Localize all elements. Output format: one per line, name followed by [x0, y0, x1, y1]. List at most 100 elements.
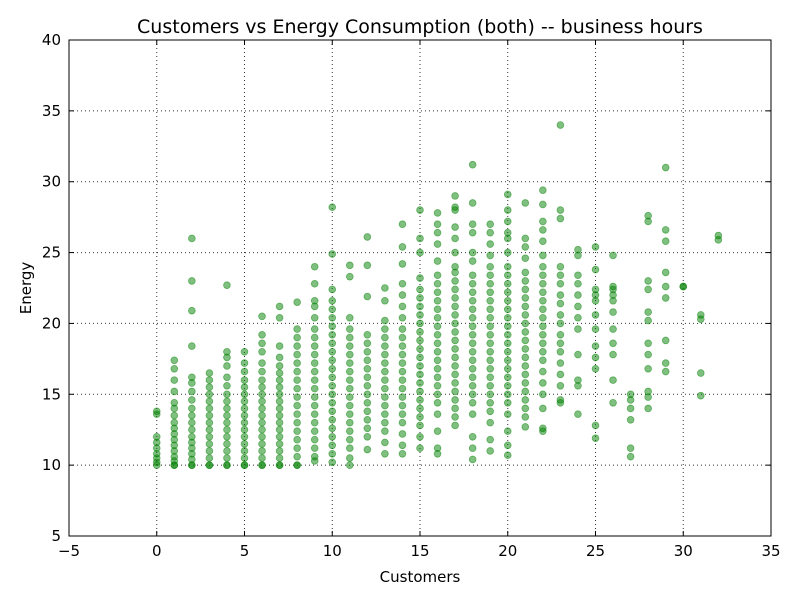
scatter-point	[644, 285, 652, 294]
scatter-point	[591, 265, 600, 274]
scatter-point	[451, 413, 459, 421]
scatter-point	[310, 452, 319, 461]
scatter-point	[205, 440, 214, 448]
scatter-point	[398, 376, 407, 384]
scatter-point	[258, 312, 266, 321]
scatter-point	[240, 376, 249, 384]
scatter-point	[398, 325, 407, 333]
scatter-point	[591, 434, 600, 443]
scatter-point	[644, 277, 652, 285]
scatter-point	[223, 454, 231, 462]
scatter-point	[188, 342, 196, 350]
scatter-point	[345, 384, 354, 393]
scatter-point	[486, 322, 495, 331]
scatter-point	[398, 333, 407, 342]
scatter-point	[521, 268, 530, 277]
scatter-point	[275, 404, 284, 413]
scatter-point	[468, 432, 477, 441]
scatter-point	[416, 234, 424, 243]
scatter-point	[503, 347, 512, 356]
scatter-point	[591, 243, 600, 251]
scatter-point	[345, 342, 354, 350]
scatter-point	[468, 220, 477, 229]
scatter-point	[381, 342, 389, 350]
scatter-point	[416, 248, 424, 257]
scatter-point	[433, 209, 442, 217]
scatter-point	[345, 313, 354, 322]
scatter-point	[521, 396, 530, 404]
scatter-point	[381, 427, 389, 435]
scatter-point	[293, 342, 301, 350]
scatter-point	[521, 254, 530, 263]
scatter-point	[521, 413, 530, 421]
scatter-point	[503, 451, 512, 460]
scatter-point	[275, 342, 284, 350]
scatter-point	[503, 248, 512, 257]
scatter-point	[223, 425, 231, 434]
scatter-point	[574, 313, 582, 322]
scatter-point	[381, 367, 389, 376]
scatter-point	[626, 444, 635, 452]
scatter-point	[381, 384, 389, 393]
scatter-point	[310, 296, 319, 305]
scatter-point	[258, 418, 266, 427]
scatter-point	[591, 421, 600, 430]
scatter-point	[310, 333, 319, 342]
scatter-point	[486, 251, 495, 260]
scatter-point	[644, 308, 652, 316]
scatter-point	[170, 364, 179, 373]
scatter-point	[468, 248, 477, 257]
scatter-point	[398, 342, 407, 350]
scatter-point	[468, 257, 477, 265]
scatter-point	[310, 359, 319, 367]
scatter-point	[644, 404, 652, 413]
scatter-point	[293, 427, 301, 435]
scatter-point	[363, 373, 372, 382]
scatter-point	[644, 387, 652, 396]
scatter-point	[539, 339, 547, 348]
scatter-point	[293, 333, 301, 342]
scatter-point	[398, 302, 407, 311]
scatter-point	[293, 435, 301, 444]
scatter-point	[223, 281, 231, 289]
scatter-point	[345, 359, 354, 367]
scatter-point	[468, 410, 477, 418]
scatter-point	[521, 302, 530, 311]
scatter-point	[416, 404, 424, 413]
x-tick-label: −5	[58, 542, 80, 560]
scatter-point	[521, 362, 530, 370]
scatter-point	[556, 319, 565, 328]
scatter-point	[451, 277, 459, 285]
scatter-point	[310, 376, 319, 384]
scatter-point	[486, 364, 495, 373]
scatter-point	[486, 330, 495, 339]
scatter-point	[503, 296, 512, 305]
scatter-point	[310, 313, 319, 322]
scatter-point	[205, 376, 214, 384]
scatter-point	[328, 450, 337, 458]
scatter-point	[609, 282, 617, 291]
scatter-point	[328, 432, 337, 441]
scatter-point	[275, 369, 284, 377]
scatter-point	[328, 250, 337, 258]
scatter-point	[486, 447, 495, 455]
scatter-point	[468, 296, 477, 305]
x-tick-label: 15	[410, 542, 429, 560]
scatter-point	[328, 313, 337, 322]
scatter-point	[451, 302, 459, 311]
scatter-point	[433, 279, 442, 288]
scatter-point	[275, 411, 284, 420]
scatter-point	[609, 339, 617, 348]
scatter-point	[258, 339, 266, 348]
scatter-point	[433, 356, 442, 365]
scatter-point	[574, 376, 582, 384]
scatter-point	[486, 313, 495, 322]
scatter-point	[451, 396, 459, 404]
scatter-point	[661, 367, 670, 376]
y-tick-label: 5	[51, 527, 61, 545]
scatter-point	[644, 339, 652, 348]
scatter-point	[556, 370, 565, 379]
scatter-point	[293, 350, 301, 359]
scatter-point	[258, 347, 266, 356]
scatter-point	[556, 396, 565, 404]
